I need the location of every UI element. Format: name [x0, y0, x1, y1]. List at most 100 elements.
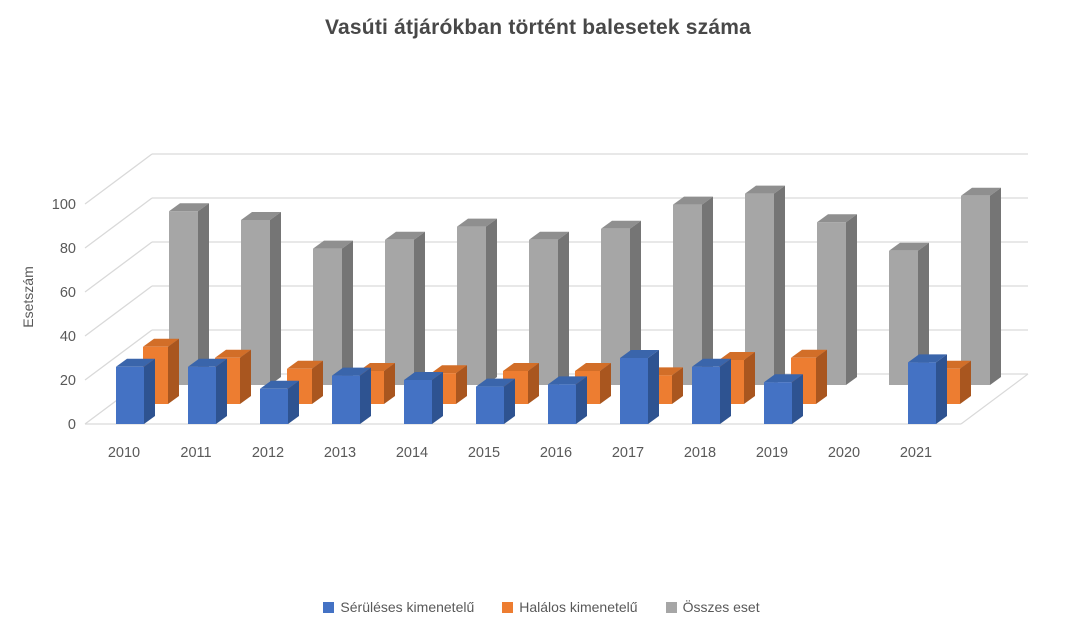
floor-right-edge: [960, 373, 1029, 425]
bar-top-face: [241, 212, 281, 220]
bar-top-face: [313, 240, 353, 249]
bar-Összes eset-2018: [745, 185, 785, 385]
x-category-label: 2021: [900, 445, 932, 461]
bar-Sérüléses kimenetelű-2010: [116, 358, 155, 424]
y-tick-label: 0: [68, 417, 76, 433]
bar-front-face: [908, 362, 936, 424]
bar-Összes eset-2013: [385, 231, 425, 385]
bar-side-face: [702, 196, 713, 385]
legend-item-0: Sérüléses kimenetelű: [323, 599, 474, 615]
bar-front-face: [457, 226, 486, 385]
gridline-slant: [84, 329, 153, 381]
bar-side-face: [504, 378, 515, 424]
bar-side-face: [240, 349, 251, 404]
bar-Sérüléses kimenetelű-2014: [404, 372, 443, 424]
bar-front-face: [385, 239, 414, 385]
bar-top-face: [385, 231, 425, 240]
y-tick-label: 20: [60, 373, 76, 389]
chart-legend: Sérüléses kimenetelű Halálos kimenetelű Ös…: [0, 599, 1083, 615]
bar-side-face: [456, 365, 467, 404]
bar-side-face: [774, 185, 785, 385]
bar-top-face: [404, 372, 443, 380]
bar-Sérüléses kimenetelű-2011: [188, 358, 227, 424]
bar-top-face: [745, 185, 785, 194]
bar-side-face: [414, 231, 425, 385]
bar-top-face: [476, 378, 515, 387]
bar-top-face: [143, 338, 179, 347]
bar-top-face: [169, 203, 209, 212]
bar-side-face: [432, 372, 443, 424]
bar-side-face: [144, 358, 155, 424]
bar-front-face: [692, 366, 720, 424]
y-axis-labels: 0 20 40 60 80 100: [52, 197, 76, 433]
bar-side-face: [384, 363, 395, 404]
gridline-slant: [84, 285, 153, 337]
y-tick-label: 100: [52, 197, 76, 213]
bar-side-face: [270, 212, 281, 385]
bar-side-face: [342, 240, 353, 385]
chart-title: Vasúti átjárókban történt balesetek szám…: [324, 16, 752, 39]
bar-top-face: [791, 349, 827, 358]
bar-front-face: [673, 204, 702, 385]
x-category-label: 2014: [396, 445, 428, 461]
x-axis-labels: 2010 2011 2012 2013 2014 2015 2016 2017 2018 2019…: [108, 445, 932, 461]
bars: [116, 185, 1001, 424]
bar-front-face: [961, 195, 990, 385]
bar-top-face: [116, 358, 155, 367]
bar-top-face: [575, 363, 611, 371]
bar-front-face: [404, 380, 432, 424]
legend-item-1: Halálos kimenetelű: [502, 599, 638, 615]
x-category-label: 2016: [540, 445, 572, 461]
legend-swatch: [665, 601, 677, 613]
bar-side-face: [720, 358, 731, 424]
bar-Halálos kimenetelű-2015: [503, 363, 539, 404]
bar-Összes eset-2010: [169, 203, 209, 385]
bar-side-face: [990, 187, 1001, 385]
bar-side-face: [792, 374, 803, 424]
bar-side-face: [288, 380, 299, 424]
bar-front-face: [188, 366, 216, 424]
bar-top-face: [601, 220, 641, 229]
bar-top-face: [692, 358, 731, 367]
bar-side-face: [918, 242, 929, 385]
bar-side-face: [216, 358, 227, 424]
bar-top-face: [287, 360, 323, 369]
bar-front-face: [116, 366, 144, 424]
legend-label: Sérüléses kimenetelű: [340, 599, 475, 615]
bar-top-face: [548, 376, 587, 385]
series-2: [169, 185, 1001, 385]
bar-top-face: [908, 354, 947, 363]
bar-Összes eset-2014: [457, 218, 497, 385]
x-category-label: 2010: [108, 445, 140, 461]
bar-side-face: [816, 349, 827, 404]
bar-side-face: [360, 367, 371, 424]
bar-side-face: [312, 360, 323, 404]
bar-Összes eset-2017: [673, 196, 713, 385]
bar-top-face: [260, 380, 299, 389]
legend-label: Összes eset: [682, 599, 760, 615]
legend-swatch: [502, 601, 514, 613]
bar-Sérüléses kimenetelű-2016: [548, 376, 587, 424]
bar-top-face: [431, 365, 467, 374]
legend-item-2: Összes eset: [665, 599, 760, 615]
bar-top-face: [673, 196, 713, 205]
bar-top-face: [719, 352, 755, 360]
bar-side-face: [198, 203, 209, 385]
bar-top-face: [817, 214, 857, 223]
x-category-label: 2012: [252, 445, 284, 461]
bar-side-face: [630, 220, 641, 385]
gridline-slant: [84, 197, 153, 249]
gridline-slant: [84, 241, 153, 293]
y-tick-label: 80: [60, 241, 76, 257]
bar-top-face: [620, 350, 659, 358]
x-category-label: 2017: [612, 445, 644, 461]
bar-Sérüléses kimenetelű-2012: [260, 380, 299, 424]
bar-top-face: [188, 358, 227, 367]
y-tick-label: 60: [60, 285, 76, 301]
bar-Összes eset-2015: [529, 231, 569, 385]
bar-Sérüléses kimenetelű-2019: [764, 374, 803, 424]
bar-side-face: [486, 218, 497, 385]
bar-front-face: [620, 358, 648, 424]
